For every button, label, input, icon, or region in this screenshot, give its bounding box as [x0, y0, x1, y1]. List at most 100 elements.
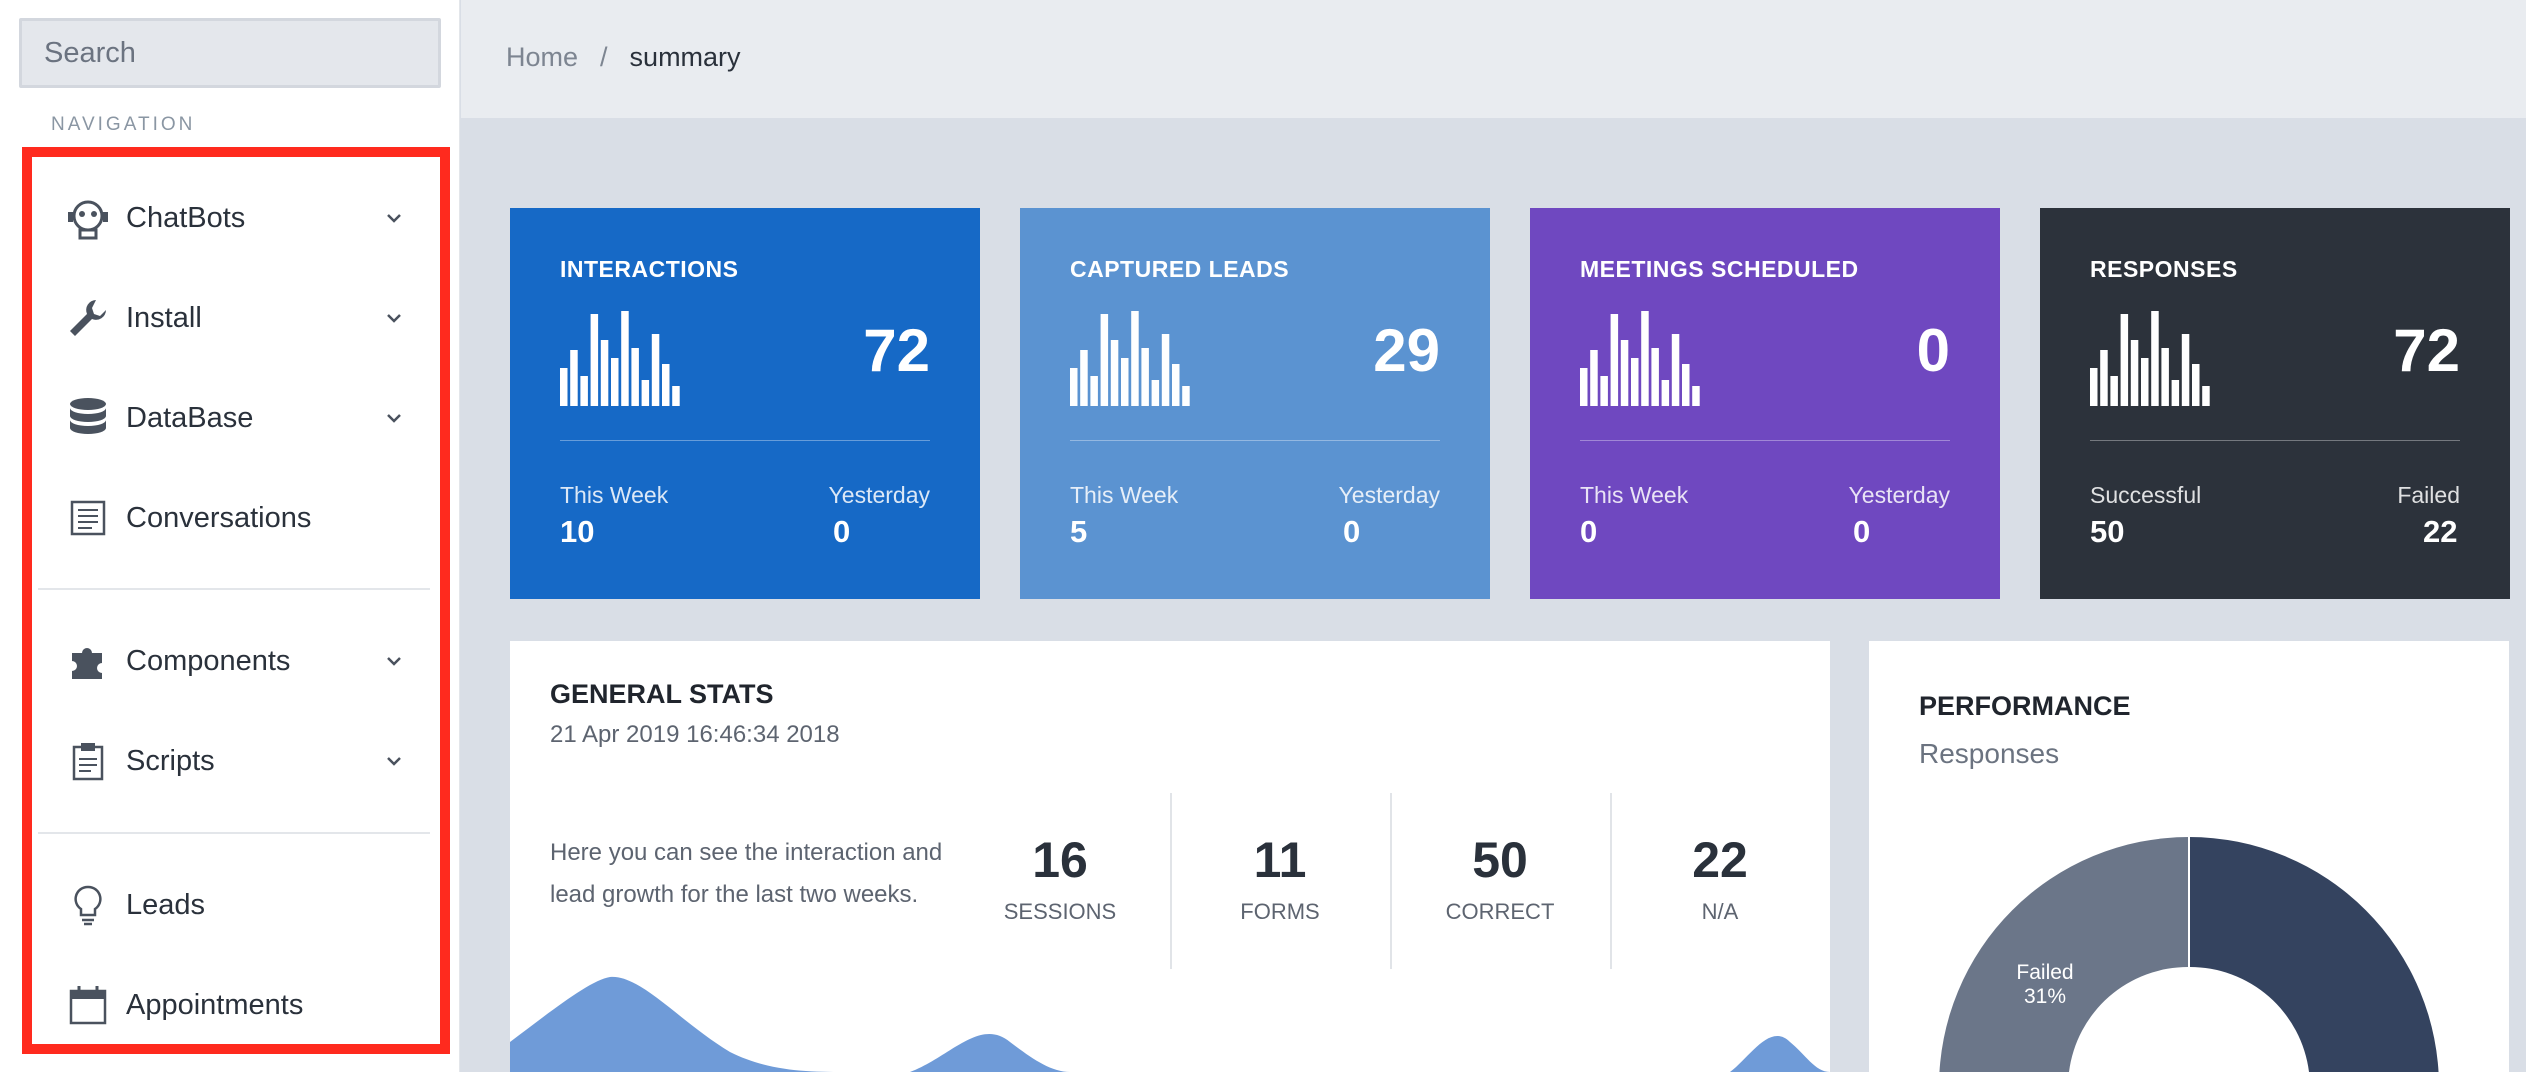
- card-right-label: Failed: [2397, 482, 2460, 508]
- card-value: 72: [2393, 317, 2460, 384]
- chevron-down-icon: [387, 657, 401, 666]
- robot-icon: [66, 196, 110, 240]
- sidebar-item-components[interactable]: Components: [66, 631, 406, 691]
- card-left-label: This Week: [560, 482, 669, 508]
- search-input[interactable]: Search: [19, 18, 441, 88]
- bar-icon-bar: [2151, 311, 2159, 406]
- bar-icon-bar: [1580, 368, 1588, 406]
- bar-icon-bar: [621, 311, 629, 406]
- sidebar-item-database[interactable]: DataBase: [66, 388, 406, 448]
- card-right-value: 0: [1343, 514, 1361, 549]
- chevron-down-icon: [387, 314, 401, 323]
- stat-forms: 11 FORMS: [1180, 831, 1380, 925]
- bar-icon-bar: [1590, 350, 1598, 406]
- bar-icon-bar: [2100, 350, 2108, 406]
- performance-panel: PERFORMANCE Responses Failed 31%: [1869, 641, 2509, 1072]
- bar-icon-bar: [2171, 380, 2180, 406]
- chevron-down-icon: [387, 414, 401, 423]
- topbar: Home / summary: [461, 0, 2526, 118]
- bar-icon-bar: [2090, 368, 2098, 406]
- sidebar-item-label: ChatBots: [126, 201, 246, 234]
- stat-value: 11: [1253, 832, 1307, 888]
- growth-area-series: [510, 976, 1830, 1072]
- bar-icon-bar: [1692, 386, 1700, 406]
- interactions-card: INTERACTIONS 72 This Week 10 Yesterday 0: [510, 208, 980, 599]
- puzzle-icon: [66, 639, 110, 683]
- card-right-value: 0: [833, 514, 851, 549]
- stat-label: N/A: [1701, 899, 1739, 924]
- chevron-down-icon: [387, 757, 401, 766]
- sidebar-item-conversations[interactable]: Conversations: [66, 488, 406, 548]
- breadcrumb-separator: /: [600, 42, 608, 72]
- donut-slice-failed: [1939, 837, 2189, 1072]
- bar-icon-bar: [1682, 364, 1690, 406]
- panel-subtitle: Responses: [1919, 738, 2060, 769]
- card-right-label: Yesterday: [1848, 482, 1950, 508]
- sidebar-item-label: Leads: [126, 888, 206, 921]
- sidebar-item-scripts[interactable]: Scripts: [66, 731, 406, 791]
- card-divider: [560, 440, 930, 441]
- sidebar-item-chatbots[interactable]: ChatBots: [66, 188, 406, 248]
- clipboard-icon: [66, 739, 110, 783]
- sidebar-item-label: Appointments: [126, 988, 304, 1021]
- bar-icon-bar: [1141, 348, 1149, 406]
- bar-icon-bar: [631, 348, 639, 406]
- bar-icon-bar: [1182, 386, 1190, 406]
- general-stats-panel: GENERAL STATS 21 Apr 2019 16:46:34 2018 …: [510, 641, 1830, 1072]
- bar-icon-bar: [1641, 311, 1649, 406]
- card-left-value: 50: [2090, 514, 2125, 549]
- bar-icon-bar: [1610, 314, 1619, 406]
- nav-heading: NAVIGATION: [51, 114, 196, 135]
- wrench-icon: [66, 296, 110, 340]
- card-right-label: Yesterday: [828, 482, 930, 508]
- card-left-value: 5: [1070, 514, 1088, 549]
- stat-sessions: 16 SESSIONS: [960, 831, 1160, 925]
- panel-description: Here you can see the interaction and lea…: [550, 839, 943, 908]
- bar-chart-icon: [1580, 311, 1700, 406]
- bar-icon-bar: [2192, 364, 2200, 406]
- bar-icon-bar: [1631, 358, 1639, 406]
- sidebar-item-install[interactable]: Install: [66, 288, 406, 348]
- donut-label-name: Failed: [2016, 961, 2074, 984]
- stat-value: 50: [1472, 832, 1528, 888]
- bar-chart-icon: [560, 311, 680, 406]
- card-value: 72: [863, 317, 930, 384]
- bar-icon-bar: [1620, 340, 1629, 406]
- stat-divider: [1170, 793, 1172, 969]
- stat-divider: [1610, 793, 1612, 969]
- card-title: CAPTURED LEADS: [1070, 256, 1290, 282]
- card-value: 29: [1373, 317, 1440, 384]
- breadcrumb-home-link[interactable]: Home: [506, 42, 579, 72]
- bar-icon-bar: [580, 376, 588, 406]
- chevron-down-icon: [387, 214, 401, 223]
- card-left-label: This Week: [1070, 482, 1179, 508]
- bar-icon-bar: [1151, 380, 1160, 406]
- meetings-scheduled-card: MEETINGS SCHEDULED 0 This Week 0 Yesterd…: [1530, 208, 2000, 599]
- nav-divider: [38, 588, 430, 590]
- bar-icon-bar: [1131, 311, 1139, 406]
- bar-icon-bar: [1070, 368, 1078, 406]
- card-title: INTERACTIONS: [560, 256, 739, 282]
- stat-label: CORRECT: [1445, 899, 1555, 924]
- sidebar-item-appointments[interactable]: Appointments: [66, 975, 406, 1035]
- bar-icon-bar: [1110, 340, 1119, 406]
- stat-divider: [1390, 793, 1392, 969]
- calendar-icon: [66, 983, 110, 1027]
- captured-leads-card: CAPTURED LEADS 29 This Week 5 Yesterday …: [1020, 208, 1490, 599]
- stat-value: 16: [1032, 832, 1088, 888]
- sidebar-item-label: Install: [126, 301, 202, 334]
- card-right-label: Yesterday: [1338, 482, 1440, 508]
- bar-icon-bar: [2130, 340, 2139, 406]
- performance-donut-chart: [1939, 837, 2439, 1072]
- panel-date: 21 Apr 2019 16:46:34 2018: [550, 721, 840, 748]
- bar-icon-bar: [641, 380, 650, 406]
- bar-icon-bar: [1161, 334, 1170, 406]
- card-left-value: 0: [1580, 514, 1598, 549]
- sidebar-item-leads[interactable]: Leads: [66, 875, 406, 935]
- bar-icon-bar: [1090, 376, 1098, 406]
- card-left-label: Successful: [2090, 482, 2202, 508]
- sidebar-item-label: Scripts: [126, 744, 215, 777]
- bar-icon-bar: [590, 314, 599, 406]
- bar-icon-bar: [2141, 358, 2149, 406]
- bar-icon-bar: [662, 364, 670, 406]
